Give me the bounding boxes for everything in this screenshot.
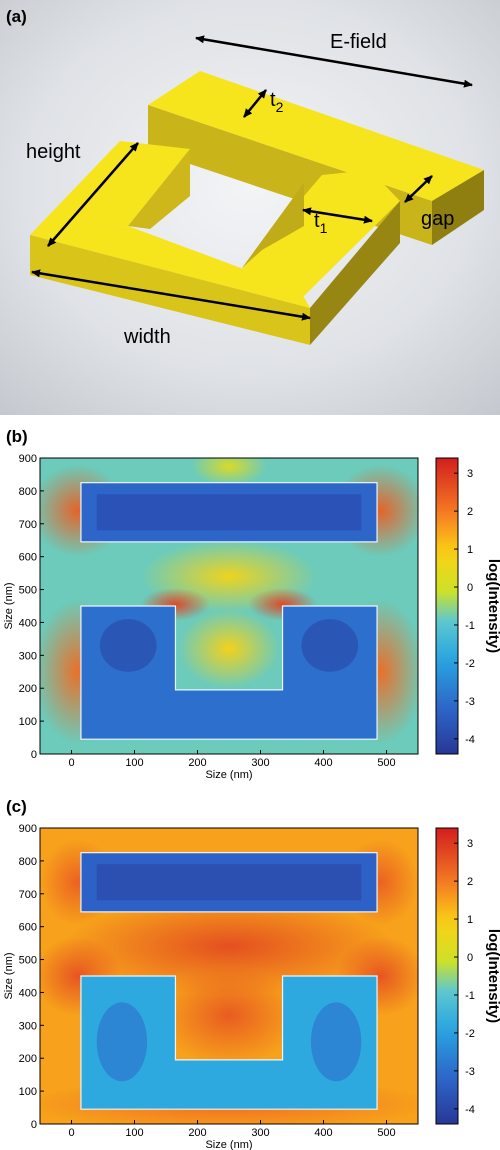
efield-label: E-field [330, 31, 387, 53]
colorbar-tick-label: 0 [467, 582, 473, 594]
x-axis-title: Size (nm) [205, 769, 252, 781]
panel-label: (b) [6, 427, 28, 446]
y-tick-label: 600 [19, 922, 37, 934]
x-tick-label: 300 [251, 757, 269, 769]
height-label: height [26, 141, 81, 163]
field-hotspot [65, 897, 393, 996]
colorbar-tick-label: 3 [467, 838, 473, 850]
x-tick-label: 200 [188, 757, 206, 769]
colorbar-tick-label: -2 [465, 658, 475, 670]
y-axis-title: Size (nm) [3, 582, 15, 629]
panel-a-label: (a) [6, 7, 27, 26]
colorbar-tick-label: -1 [465, 990, 475, 1002]
panel-b-heatmap: (b) 0 100 200 300 400 500 0 100 200 300 400 500 600 70… [3, 427, 500, 781]
y-tick-label: 600 [19, 552, 37, 564]
y-tick-label: 900 [19, 823, 37, 835]
t2-label: t2 [270, 89, 284, 115]
y-tick-label: 300 [19, 1020, 37, 1032]
u-structure [80, 975, 378, 1110]
x-tick-label: 400 [314, 1127, 332, 1139]
u-left-core [96, 1002, 148, 1082]
t2-label-main: t [270, 89, 276, 111]
u-left-core [99, 619, 157, 672]
t1-label: t1 [314, 210, 328, 236]
colorbar-tick-label: -3 [465, 1066, 475, 1078]
y-tick-label: 900 [19, 453, 37, 465]
y-tick-label: 700 [19, 889, 37, 901]
heatmap-field [40, 458, 418, 754]
y-tick-label: 500 [19, 955, 37, 967]
y-tick-label: 0 [31, 1119, 37, 1131]
x-tick-label: 100 [125, 1127, 143, 1139]
colorbar-tick-label: -4 [465, 734, 475, 746]
field-hotspot [191, 458, 267, 486]
t2-label-sub: 2 [276, 99, 284, 115]
t1-label-sub: 1 [320, 220, 328, 236]
y-tick-label: 200 [19, 1053, 37, 1065]
colorbar-tick-label: 3 [467, 468, 473, 480]
x-tick-label: 200 [188, 1127, 206, 1139]
annotation-arrows [31, 35, 473, 321]
colorbar-tick-label: -4 [465, 1104, 475, 1116]
gap-arrow [404, 175, 433, 203]
y-tick-label: 700 [19, 519, 37, 531]
colorbar-tick-label: -3 [465, 696, 475, 708]
colorbar-tick-label: 2 [467, 506, 473, 518]
colorbar-tick-label: 1 [467, 914, 473, 926]
x-tick-label: 0 [68, 757, 74, 769]
x-tick-label: 0 [68, 1127, 74, 1139]
top-bar-core [96, 494, 362, 531]
panel-label: (c) [6, 797, 27, 816]
top-bar-core [96, 864, 362, 901]
plot-frame [39, 827, 419, 1125]
t1-label-main: t [314, 210, 320, 232]
y-tick-label: 500 [19, 585, 37, 597]
x-tick-label: 500 [377, 1127, 395, 1139]
field-hotspot [178, 609, 280, 689]
height-arrow [47, 142, 139, 247]
x-tick-label: 500 [377, 757, 395, 769]
colorbar-tick-label: -1 [465, 620, 475, 632]
x-tick-label: 100 [125, 757, 143, 769]
y-tick-label: 300 [19, 650, 37, 662]
u-right-core [310, 1002, 362, 1082]
colorbar-tick-label: 2 [467, 876, 473, 888]
y-axis-title: Size (nm) [3, 952, 15, 999]
plot-frame [39, 457, 419, 755]
u-right-core [301, 619, 359, 672]
colorbar [435, 457, 459, 755]
y-tick-label: 100 [19, 716, 37, 728]
colorbar [435, 827, 459, 1125]
heatmap-field [40, 828, 418, 1124]
colorbar-title: log(Intensity) [485, 559, 500, 653]
colorbar-title: log(Intensity) [485, 929, 500, 1023]
panel-c-heatmap: (c) 0 100 200 300 400 500 0 100 200 300 400 500 600 70… [3, 797, 500, 1150]
t1-arrow [302, 207, 373, 224]
x-tick-label: 300 [251, 1127, 269, 1139]
t2-arrow [243, 89, 267, 118]
width-arrow [31, 269, 311, 321]
y-tick-label: 400 [19, 617, 37, 629]
x-tick-label: 400 [314, 757, 332, 769]
x-axis-title: Size (nm) [205, 1139, 252, 1150]
y-tick-label: 0 [31, 749, 37, 761]
efield-arrow [195, 35, 473, 88]
gap-label: gap [421, 208, 454, 230]
panel-a-diagram: (a) [0, 0, 500, 415]
field-hotspot [159, 966, 299, 1065]
y-tick-label: 400 [19, 987, 37, 999]
y-tick-label: 100 [19, 1086, 37, 1098]
colorbar-tick-label: -2 [465, 1028, 475, 1040]
y-tick-label: 200 [19, 683, 37, 695]
width-label: width [123, 326, 171, 348]
colorbar-tick-label: 0 [467, 952, 473, 964]
y-tick-label: 800 [19, 856, 37, 868]
colorbar-tick-label: 1 [467, 544, 473, 556]
y-tick-label: 800 [19, 486, 37, 498]
